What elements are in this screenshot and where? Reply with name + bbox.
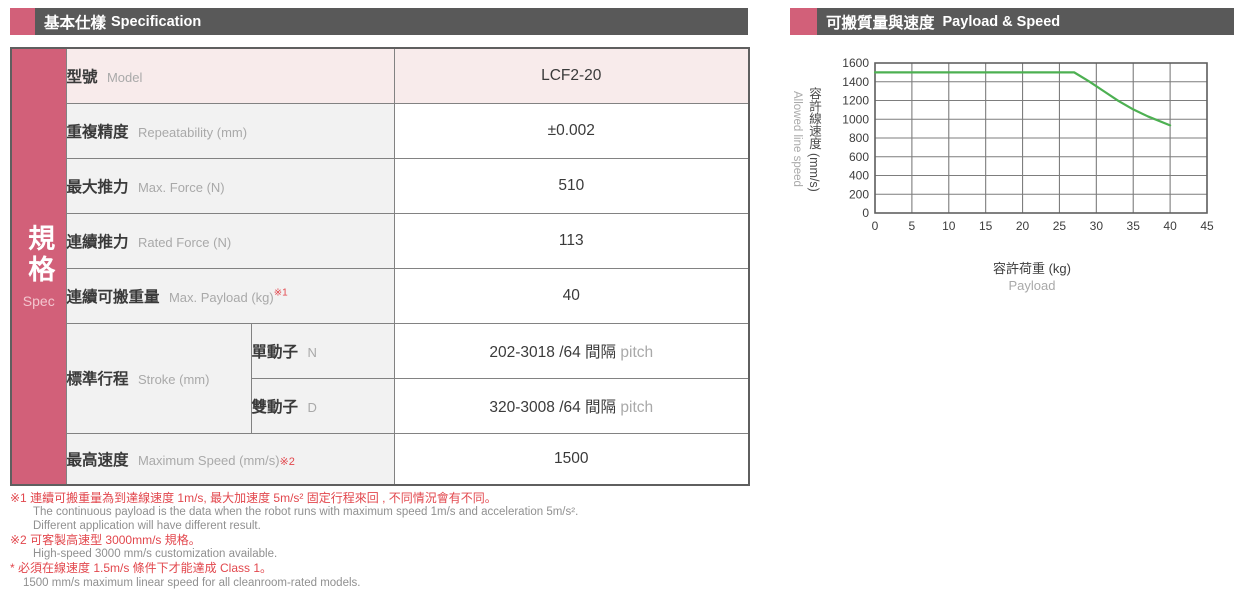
spec-strip: 規格 Spec: [10, 47, 67, 486]
svg-text:5: 5: [909, 219, 916, 233]
specification-section: 基本仕樣 Specification 規格 Spec 型號 Model LCF2…: [10, 8, 751, 590]
footnote-star-en: 1500 mm/s maximum linear speed for all c…: [23, 576, 361, 589]
svg-text:10: 10: [942, 219, 956, 233]
table-row-stroke-double: 雙動子 D 320-3008 /64 間隔 pitch: [11, 377, 750, 434]
stroke-single-value-sub: pitch: [620, 343, 654, 361]
repeatability-value: ±0.002: [393, 102, 750, 159]
svg-text:45: 45: [1200, 219, 1214, 233]
max-payload-label-zh: 連續可搬重量: [66, 288, 160, 306]
table-row-max-force: 最大推力 Max. Force (N) 510: [11, 157, 750, 214]
footnote-2-en: High-speed 3000 mm/s customization avail…: [33, 548, 278, 561]
table-row-max-payload: 連續可搬重量 Max. Payload (kg)※1 40: [11, 267, 750, 324]
max-speed-label-cell: 最高速度 Maximum Speed (mm/s)※2: [65, 432, 395, 486]
svg-text:40: 40: [1163, 219, 1177, 233]
footnote-2-zh: ※2 可客製高速型 3000mm/s 規格。: [10, 533, 201, 548]
single-slider-label-en: N: [307, 344, 317, 360]
footnote-star-zh: * 必須在線速度 1.5m/s 條件下才能達成 Class 1。: [10, 561, 273, 576]
spec-table: 規格 Spec 型號 Model LCF2-20 重複精度 Repeatabil…: [10, 47, 751, 486]
table-row-stroke-single: 標準行程 Stroke (mm) 單動子 N 202-3018 /64 間隔 p…: [11, 322, 750, 434]
max-speed-label-en: Maximum Speed (mm/s): [137, 452, 280, 468]
pink-accent-square: [790, 8, 817, 35]
payload-speed-chart: 0 5 10 15 20 25 30 35 40 45 0 200 400 600 800 1000 1200 1…: [842, 56, 1214, 233]
svg-text:200: 200: [849, 187, 869, 201]
rated-force-label-cell: 連續推力 Rated Force (N): [65, 212, 395, 269]
x-axis-label-zh: 容許荷重 (kg): [992, 261, 1071, 276]
svg-text:600: 600: [849, 150, 869, 164]
specification-header-bar: 基本仕樣 Specification: [35, 8, 748, 35]
y-axis-label-zh: 容許線速度 (mm/s): [807, 86, 821, 192]
footnote-ref-2: ※2: [279, 455, 295, 468]
footnote-ref-1: ※1: [273, 287, 288, 299]
footnotes: ※1 連續可搬重量為到達線速度 1m/s, 最大加速度 5m/s² 固定行程來回…: [10, 491, 748, 590]
y-axis-label-en: Allowed line speed: [791, 91, 803, 187]
max-force-label-zh: 最大推力: [66, 178, 129, 196]
max-payload-label-en: Max. Payload (kg): [168, 289, 274, 305]
max-payload-value: 40: [393, 267, 750, 324]
stroke-single-value: 202-3018 /64 間隔 pitch: [393, 322, 750, 379]
x-axis-label: 容許荷重 (kg) Payload: [952, 258, 1112, 293]
svg-text:15: 15: [979, 219, 993, 233]
svg-text:1000: 1000: [842, 112, 869, 126]
specification-title-zh: 基本仕樣: [44, 14, 107, 32]
max-force-value: 510: [393, 157, 750, 214]
footnote-1-zh: ※1 連續可搬重量為到達線速度 1m/s, 最大加速度 5m/s² 固定行程來回…: [10, 491, 497, 505]
repeatability-label-en: Repeatability (mm): [137, 124, 248, 140]
svg-text:1200: 1200: [842, 94, 869, 108]
payload-speed-title-zh: 可搬質量與速度: [826, 14, 935, 32]
payload-speed-section: 可搬質量與速度 Payload & Speed Allowed line spe…: [790, 8, 1234, 588]
specification-header: 基本仕樣 Specification: [10, 8, 748, 35]
svg-text:0: 0: [862, 206, 869, 220]
stroke-label-zh: 標準行程: [66, 371, 129, 388]
rated-force-label-zh: 連續推力: [66, 233, 129, 251]
svg-text:30: 30: [1090, 219, 1104, 233]
svg-text:0: 0: [872, 219, 879, 233]
stroke-single-value-main: 202-3018 /64 間隔: [489, 343, 617, 361]
specification-title-en: Specification: [111, 13, 202, 30]
model-label-en: Model: [106, 69, 143, 85]
svg-text:800: 800: [849, 131, 869, 145]
spec-strip-zh: 規格: [24, 224, 55, 286]
max-speed-label-zh: 最高速度: [66, 451, 129, 469]
svg-text:1600: 1600: [842, 56, 869, 70]
table-row-max-speed: 最高速度 Maximum Speed (mm/s)※2 1500: [11, 432, 750, 486]
footnote-1-en2: Different application will have differen…: [33, 520, 261, 533]
single-slider-label-cell: 單動子 N: [250, 322, 395, 379]
max-force-label-cell: 最大推力 Max. Force (N): [65, 157, 395, 214]
stroke-double-value-sub: pitch: [620, 398, 654, 416]
model-value: LCF2-20: [393, 47, 750, 104]
payload-speed-header-bar: 可搬質量與速度 Payload & Speed: [817, 8, 1234, 35]
payload-speed-header: 可搬質量與速度 Payload & Speed: [790, 8, 1234, 35]
pink-accent-square: [10, 8, 35, 35]
svg-text:1400: 1400: [842, 75, 869, 89]
repeatability-label-cell: 重複精度 Repeatability (mm): [65, 102, 395, 159]
model-label-cell: 型號 Model: [65, 47, 395, 104]
svg-text:400: 400: [849, 169, 869, 183]
model-label-zh: 型號: [66, 68, 98, 86]
max-speed-value: 1500: [393, 432, 750, 486]
stroke-label-en: Stroke (mm): [137, 372, 210, 387]
table-row-rated-force: 連續推力 Rated Force (N) 113: [11, 212, 750, 269]
table-row-repeatability: 重複精度 Repeatability (mm) ±0.002: [11, 102, 750, 159]
stroke-label-cell: 標準行程 Stroke (mm): [65, 322, 252, 434]
double-slider-label-cell: 雙動子 D: [250, 377, 395, 434]
footnote-1-en: The continuous payload is the data when …: [33, 506, 579, 519]
svg-text:25: 25: [1053, 219, 1067, 233]
stroke-double-value: 320-3008 /64 間隔 pitch: [393, 377, 750, 434]
table-row-model: 規格 Spec 型號 Model LCF2-20: [10, 47, 750, 486]
double-slider-label-en: D: [307, 399, 317, 415]
repeatability-label-zh: 重複精度: [66, 123, 129, 141]
spec-strip-en: Spec: [22, 293, 55, 309]
rated-force-label-en: Rated Force (N): [137, 234, 232, 250]
max-force-label-en: Max. Force (N): [137, 179, 225, 195]
svg-text:35: 35: [1127, 219, 1141, 233]
single-slider-label-zh: 單動子: [251, 343, 299, 361]
rated-force-value: 113: [393, 212, 750, 269]
stroke-double-value-main: 320-3008 /64 間隔: [489, 398, 617, 416]
max-payload-label-cell: 連續可搬重量 Max. Payload (kg)※1: [65, 267, 395, 324]
payload-speed-title-en: Payload & Speed: [942, 13, 1061, 30]
double-slider-label-zh: 雙動子: [251, 398, 299, 416]
svg-text:20: 20: [1016, 219, 1030, 233]
x-axis-label-en: Payload: [1008, 278, 1056, 293]
